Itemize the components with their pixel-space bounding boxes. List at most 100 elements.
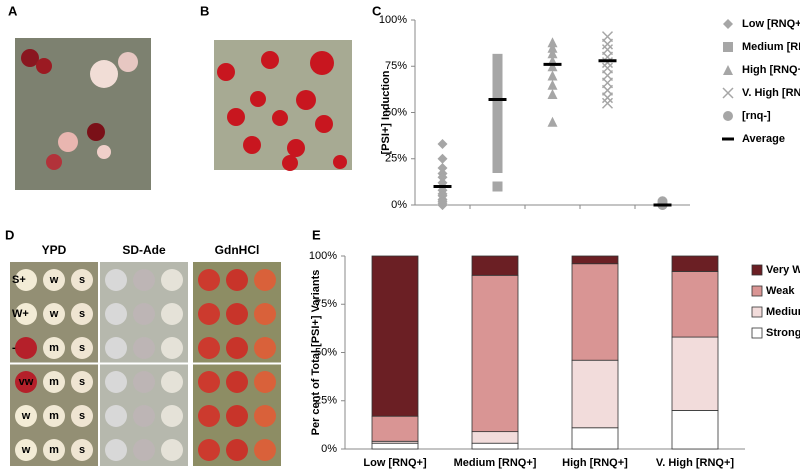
y-tick-label: 100%: [309, 250, 337, 262]
legend-label: Weak: [766, 285, 795, 297]
point: [437, 172, 448, 183]
spot-label: m: [49, 376, 59, 388]
colony-spot: [105, 371, 127, 393]
point: [492, 61, 503, 72]
colony-spot: [254, 269, 276, 291]
spot-label: m: [49, 410, 59, 422]
y-tick-label: 25%: [385, 153, 407, 165]
point: [547, 37, 558, 48]
point: [437, 200, 448, 210]
photo-a: [15, 38, 151, 190]
y-tick-label: 0%: [391, 199, 407, 211]
x-tick-label: Medium [RNQ+]: [454, 457, 537, 469]
spot-label: w: [49, 308, 59, 320]
colony-spot: [71, 303, 93, 325]
colony-spot: [71, 269, 93, 291]
colony-spot: [43, 371, 65, 393]
colony-spot: [71, 405, 93, 427]
spot-label: s: [79, 410, 85, 422]
legend-label: V. High [RNQ+]: [742, 87, 800, 99]
point: [547, 61, 558, 72]
legend-label: High [RNQ+]: [742, 64, 800, 76]
colony-spot: [15, 371, 37, 393]
colony-spot: [43, 303, 65, 325]
y-axis-label: Per cent of Total [PSI+] Variants: [310, 270, 322, 436]
legend-marker: [723, 42, 733, 52]
chart-e: 0% 25% 50% 75% 100% Per cent of Total [PSI+] …: [309, 250, 800, 469]
panel-label: B: [200, 3, 209, 18]
plate-title: SD-Ade: [122, 243, 166, 257]
spot-label: s: [79, 376, 85, 388]
colony-spot: [133, 371, 155, 393]
y-axis-label: [PSI+] Induction: [380, 70, 392, 154]
point: [547, 48, 558, 59]
bar-segment: [671, 409, 719, 450]
plate-title: GdnHCl: [215, 243, 260, 257]
colony-spot: [15, 303, 37, 325]
point: [492, 116, 503, 127]
point: [492, 107, 503, 118]
colony-spot: [254, 337, 276, 359]
point: [492, 181, 503, 192]
bar-segment: [671, 336, 719, 411]
colony-spot: [15, 337, 37, 359]
y-tick-label: 75%: [385, 60, 407, 72]
bar-segment: [671, 271, 719, 338]
legend-swatch: [751, 285, 763, 297]
y-tick-label: 50%: [315, 346, 337, 358]
spot-label: s: [79, 444, 85, 456]
colony-spot: [105, 303, 127, 325]
colony-spot: [226, 371, 248, 393]
panel-label: C: [372, 3, 382, 18]
colony-spot: [198, 371, 220, 393]
legend-swatch: [751, 327, 763, 339]
point: [601, 57, 614, 69]
point: [492, 77, 503, 88]
colony-spot: [198, 337, 220, 359]
spot-label: w: [21, 444, 31, 456]
colony-spot: [161, 303, 183, 325]
plates: YPD SD-Ade GdnHCl S+ W+ - w s w s m s vw m s w m s w m s: [10, 243, 283, 466]
panel-label: E: [312, 227, 321, 242]
point: [601, 97, 614, 109]
point: [492, 144, 503, 155]
colony-spot: [226, 303, 248, 325]
colony-spot: [198, 303, 220, 325]
legend-label: Medium: [766, 306, 800, 318]
point: [547, 42, 558, 53]
colony-spot: [254, 371, 276, 393]
bar-segment: [571, 263, 619, 361]
colony-spot: [71, 439, 93, 461]
legend-label: Strong: [766, 327, 800, 339]
y-tick-label: 25%: [315, 395, 337, 407]
point: [492, 98, 503, 109]
point: [492, 153, 503, 164]
bar-segment: [371, 255, 419, 417]
colony-spot: [161, 371, 183, 393]
colony-spot: [254, 303, 276, 325]
colony-spot: [15, 269, 37, 291]
point: [547, 89, 558, 99]
spot-label: m: [49, 342, 59, 354]
colony-spot: [105, 405, 127, 427]
x-tick-label: V. High [RNQ+]: [656, 457, 734, 469]
bar-segment: [371, 415, 419, 442]
legend-swatch: [751, 264, 763, 276]
colony-spot: [161, 337, 183, 359]
bar-segment: [671, 255, 719, 272]
colony-spot: [43, 405, 65, 427]
panel-label: A: [8, 3, 18, 18]
colony-spot: [133, 439, 155, 461]
colony-spot: [15, 439, 37, 461]
spot-label: w: [21, 410, 31, 422]
legend-label: [rnq-]: [742, 110, 771, 122]
legend-label: Medium [RNQ+]: [742, 41, 800, 53]
point: [437, 153, 448, 164]
colony-spot: [133, 303, 155, 325]
colony-spot: [226, 439, 248, 461]
legend-swatch: [751, 306, 763, 318]
colony-spot: [105, 269, 127, 291]
point: [437, 163, 448, 173]
point: [492, 135, 503, 146]
